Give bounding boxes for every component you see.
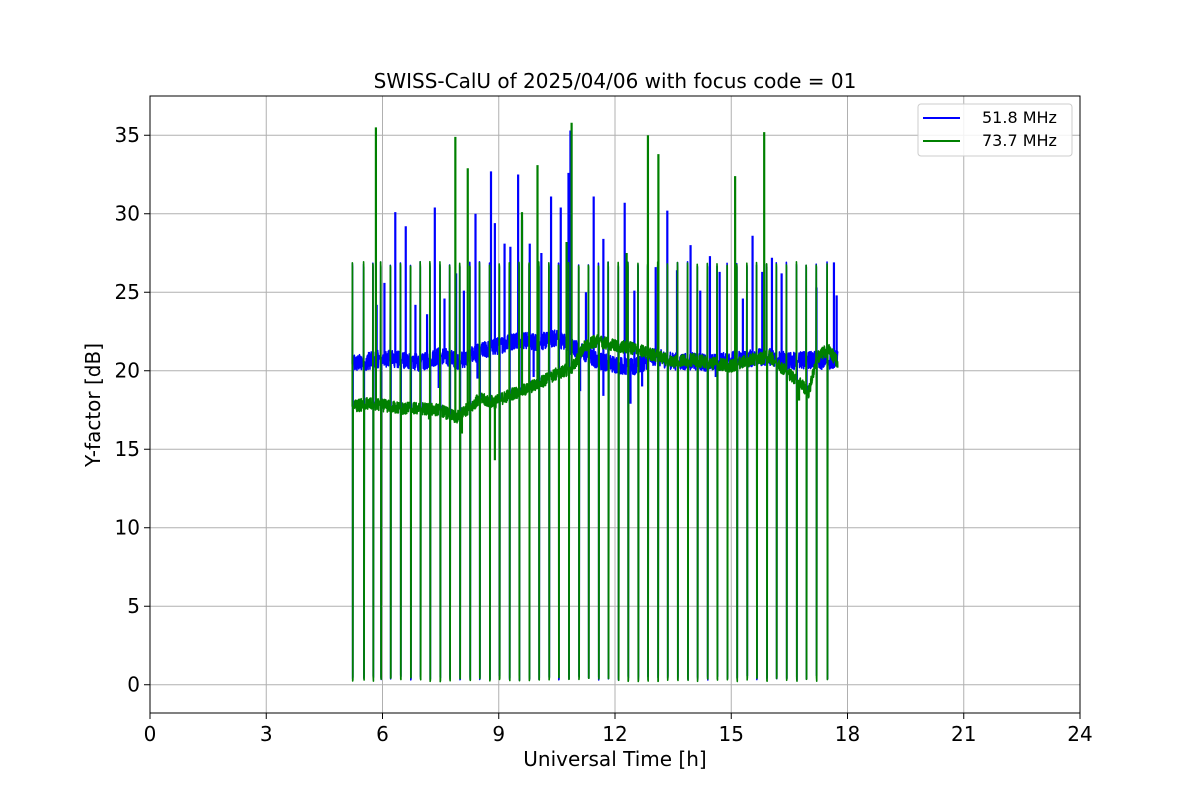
x-axis-label: Universal Time [h] [523, 747, 706, 771]
y-ticks: 0 5 10 15 20 25 30 35 [115, 123, 150, 697]
x-tick-label: 21 [951, 722, 976, 746]
legend-label-73-7: 73.7 MHz [982, 131, 1057, 150]
x-tick-label: 15 [719, 722, 744, 746]
x-tick-label: 9 [492, 722, 505, 746]
y-tick-label: 20 [115, 359, 140, 383]
x-tick-label: 24 [1067, 722, 1092, 746]
series-line [351, 260, 839, 681]
y-tick-label: 10 [115, 516, 140, 540]
data-layer [351, 122, 839, 683]
x-tick-label: 18 [835, 722, 860, 746]
y-tick-label: 0 [127, 673, 140, 697]
y-axis-label: Y-factor [dB] [81, 343, 105, 468]
series-line [351, 260, 839, 683]
chart-title: SWISS-CalU of 2025/04/06 with focus code… [374, 69, 857, 93]
y-tick-label: 25 [115, 280, 140, 304]
x-ticks: 0 3 6 9 12 15 18 21 24 [144, 713, 1093, 746]
y-tick-label: 35 [115, 123, 140, 147]
legend: 51.8 MHz 73.7 MHz [917, 103, 1073, 157]
x-tick-label: 3 [260, 722, 273, 746]
series-73-7-mhz [351, 122, 839, 683]
x-tick-label: 0 [144, 722, 157, 746]
x-tick-label: 6 [376, 722, 389, 746]
y-tick-label: 5 [127, 594, 140, 618]
x-tick-label: 12 [602, 722, 627, 746]
legend-label-51-8: 51.8 MHz [982, 108, 1057, 127]
y-tick-label: 15 [115, 437, 140, 461]
series-51-8-mhz [351, 130, 839, 681]
y-tick-label: 30 [115, 202, 140, 226]
